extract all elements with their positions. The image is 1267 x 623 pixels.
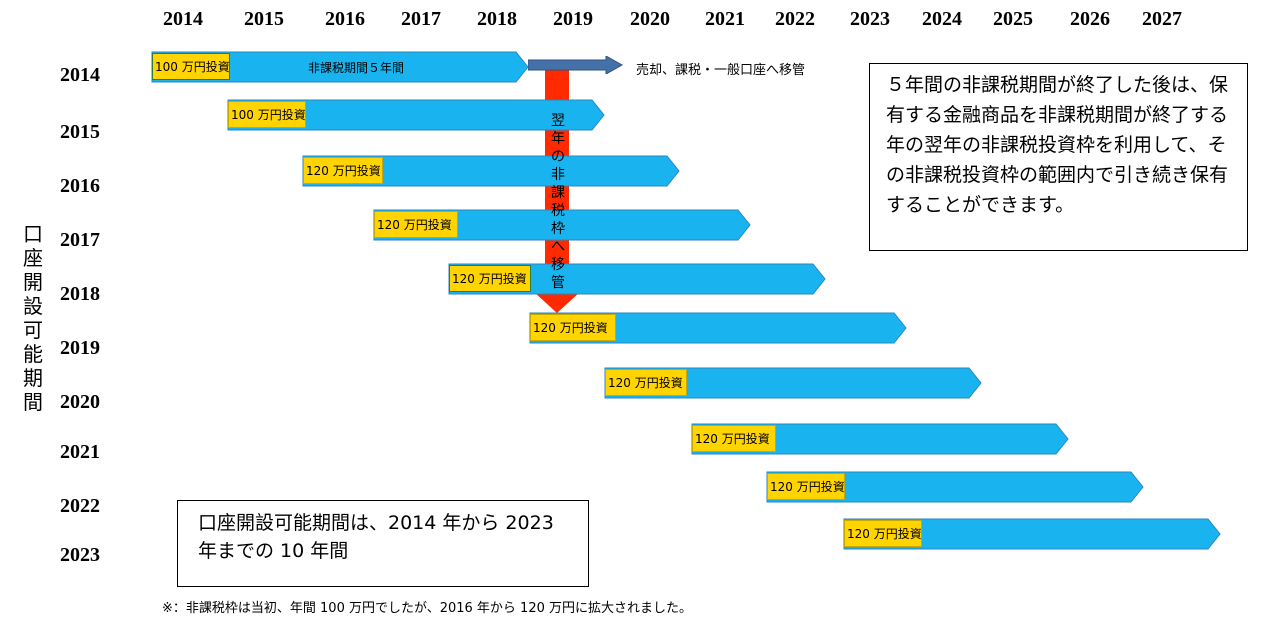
header-year: 2024 <box>922 8 962 30</box>
transfer-label: 売却、課税・一般口座へ移管 <box>636 63 806 78</box>
investment-amount: 120 万円投資 <box>303 157 383 184</box>
investment-amount: 120 万円投資 <box>767 473 845 500</box>
investment-amount: 120 万円投資 <box>530 314 616 341</box>
header-year: 2015 <box>244 8 284 30</box>
row-year: 2014 <box>60 64 100 86</box>
transfer-arrow <box>528 56 624 74</box>
row-year: 2016 <box>60 175 100 197</box>
header-year: 2018 <box>477 8 517 30</box>
explanation-note: ５年間の非課税期間が終了した後は、保有する金融商品を非課税期間が終了する年の翌年… <box>869 63 1248 251</box>
header-year: 2021 <box>705 8 745 30</box>
investment-amount: 120 万円投資 <box>844 520 922 547</box>
row-year: 2023 <box>60 544 100 566</box>
header-year: 2027 <box>1142 8 1182 30</box>
row-year: 2015 <box>60 121 100 143</box>
investment-amount: 100 万円投資 <box>228 101 306 128</box>
row-year: 2020 <box>60 391 100 413</box>
header-year: 2020 <box>630 8 670 30</box>
header-year: 2016 <box>325 8 365 30</box>
investment-amount: 120 万円投資 <box>374 211 458 238</box>
vertical-period-label: 口座開設可能期間 <box>23 222 43 414</box>
header-year: 2023 <box>850 8 890 30</box>
investment-amount: 120 万円投資 <box>692 425 776 452</box>
row-year: 2017 <box>60 229 100 251</box>
header-year: 2022 <box>775 8 815 30</box>
row-year: 2019 <box>60 337 100 359</box>
investment-amount: 120 万円投資 <box>449 265 531 292</box>
row-year: 2022 <box>60 495 100 517</box>
header-year: 2017 <box>401 8 441 30</box>
rollover-arrow <box>534 70 580 313</box>
header-year: 2014 <box>163 8 203 30</box>
period-note: 口座開設可能期間は、2014 年から 2023 年までの 10 年間 <box>177 500 589 587</box>
tax-free-period-label: 非課税期間５年間 <box>308 61 405 75</box>
investment-amount: 120 万円投資 <box>605 369 687 396</box>
row-year: 2018 <box>60 283 100 305</box>
rollover-label: 翌年の非課税枠へ移管 <box>551 113 565 291</box>
header-year: 2019 <box>553 8 593 30</box>
header-year: 2026 <box>1070 8 1110 30</box>
investment-amount: 100 万円投資 <box>152 53 230 80</box>
header-year: 2025 <box>993 8 1033 30</box>
row-year: 2021 <box>60 441 100 463</box>
footnote: ※：非課税枠は当初、年間 100 万円でしたが、2016 年から 120 万円に… <box>162 601 693 616</box>
